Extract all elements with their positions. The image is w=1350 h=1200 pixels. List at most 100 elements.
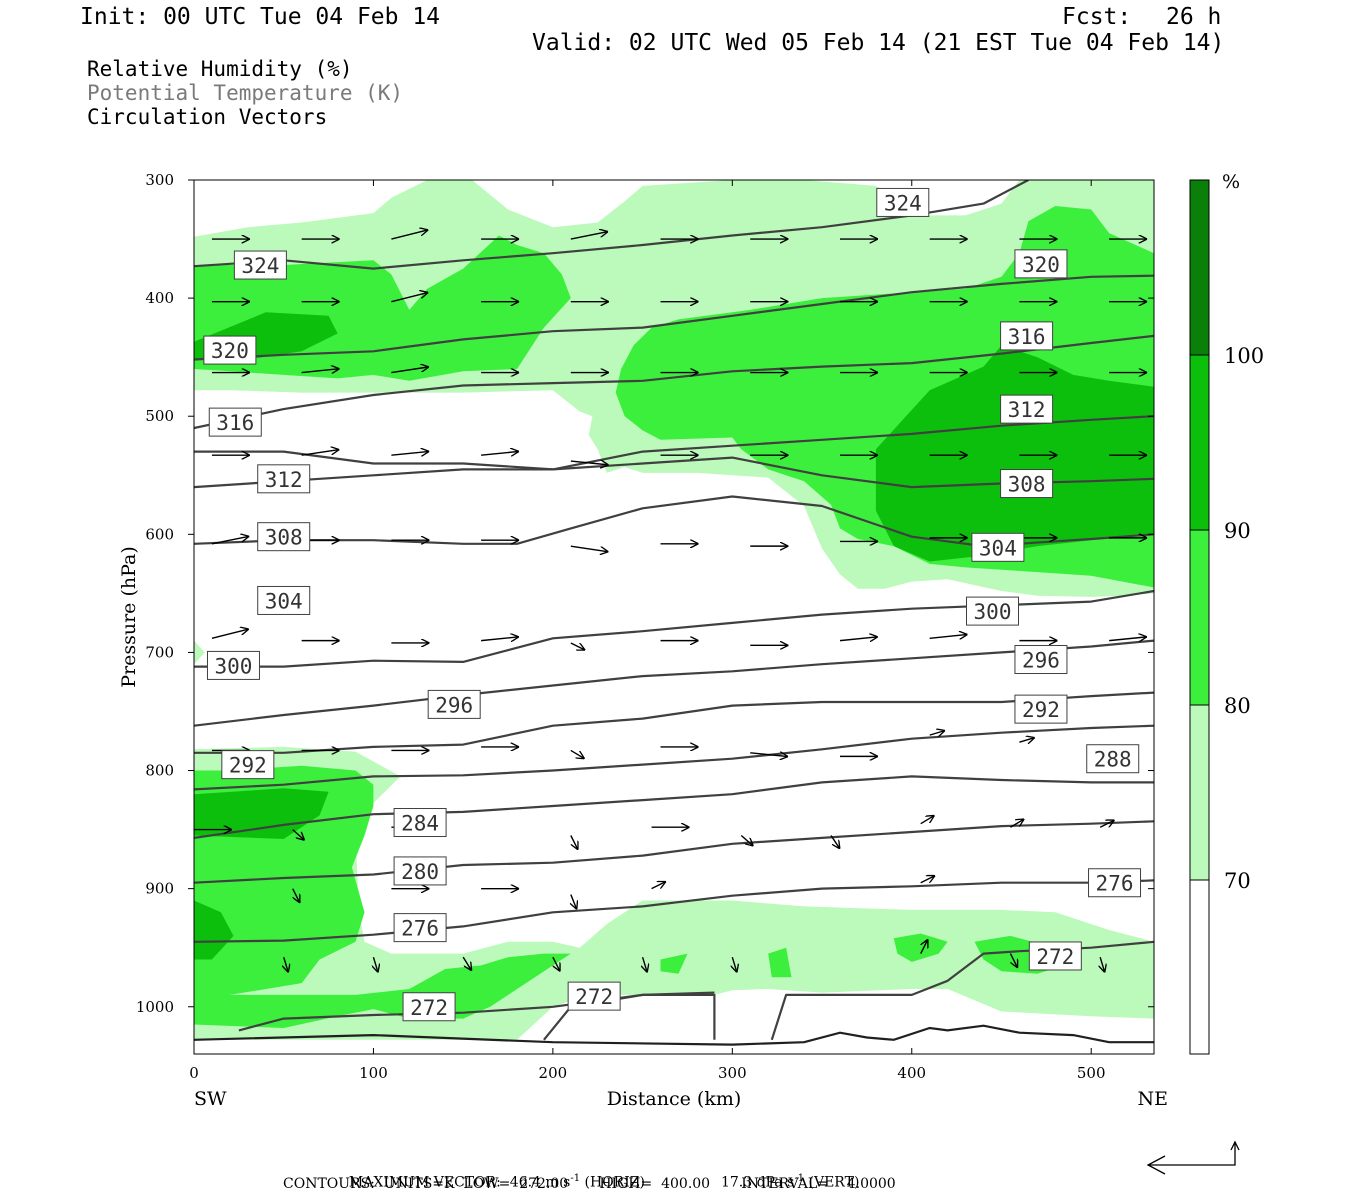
x-left-label: SW <box>194 1088 227 1110</box>
circulation-vector <box>391 367 429 374</box>
forecast-label: Fcst: <box>1062 4 1132 30</box>
circulation-vector <box>750 753 788 757</box>
circulation-vector <box>1099 820 1114 828</box>
colorbar-label: 100 <box>1224 344 1264 368</box>
legend-vector-arrow <box>1146 1140 1240 1175</box>
contour-label: 292 <box>229 754 267 778</box>
contour-label: 324 <box>241 254 279 278</box>
contour-label-box <box>233 250 287 280</box>
contour-label-box <box>393 913 447 943</box>
x-tick-label: 0 <box>189 1064 199 1082</box>
exponent: -1 <box>794 1173 805 1184</box>
circulation-vector <box>211 536 249 545</box>
circulation-vector <box>651 881 666 890</box>
x-tick-label: 200 <box>539 1064 568 1082</box>
rh-region-70 <box>194 640 205 665</box>
circulation-vector <box>929 634 968 638</box>
contour-label-box <box>402 992 456 1022</box>
theta-contour-324 <box>194 180 1029 270</box>
x-tick-label: 500 <box>1077 1064 1106 1082</box>
contour-label-box <box>971 532 1025 562</box>
relative-humidity-fill <box>194 180 1154 1040</box>
axes: 300 400 500 600 700 800 900 1000 0 100 200 300 400 50… <box>118 171 1168 1110</box>
colorbar-label: 80 <box>1224 694 1251 718</box>
contour-label-box <box>427 689 481 719</box>
y-tick-label: 700 <box>145 643 174 661</box>
circulation-vector <box>830 835 840 849</box>
field-potential-temperature: Potential Temperature (K) <box>87 81 404 105</box>
y-tick-label: 900 <box>145 880 174 898</box>
circulation-vector <box>481 637 519 641</box>
contour-label-box <box>257 464 311 494</box>
theta-contour-296 <box>194 639 1154 727</box>
circulation-vector <box>391 292 428 303</box>
colorbar-segment <box>1190 355 1209 530</box>
contour-label: 320 <box>211 339 249 363</box>
contour-label: 276 <box>401 917 439 941</box>
colorbar-segment <box>1190 180 1209 355</box>
circulation-vector <box>571 894 577 910</box>
contour-label-box <box>257 585 311 615</box>
x-tick-label: 400 <box>897 1064 926 1082</box>
contour-label-box <box>221 750 275 780</box>
circulation-vector <box>211 629 249 639</box>
colorbar-label: 90 <box>1224 519 1251 543</box>
contour-label: 308 <box>265 526 303 550</box>
contour-label-box <box>966 596 1020 626</box>
circulation-vector <box>292 829 305 841</box>
theta-contour-312 <box>194 415 1154 471</box>
max-vector-vert-tag: (VERT) <box>808 1174 860 1191</box>
circulation-vector <box>284 956 289 972</box>
circulation-vector <box>570 642 585 650</box>
contour-label-box <box>1086 744 1140 774</box>
rh-region-70 <box>194 746 1154 1040</box>
theta-contour-276 <box>194 879 1154 943</box>
contour-label: 272 <box>1036 945 1074 969</box>
colorbar-segment <box>1190 880 1209 1054</box>
circulation-vector <box>301 369 340 373</box>
max-vector-note: MAXIMUM VECTOR: 46.4 m s-1 (HORIZ) 17.3 d… <box>340 1157 860 1191</box>
x-tick-label: 300 <box>718 1064 747 1082</box>
contour-label: 316 <box>216 411 254 435</box>
contour-label: 312 <box>1008 398 1046 422</box>
y-tick-label: 400 <box>145 289 174 307</box>
circulation-vector <box>920 939 928 954</box>
rh-region-90 <box>194 900 234 960</box>
contour-label: 316 <box>1008 325 1046 349</box>
contour-label: 292 <box>1022 698 1060 722</box>
rh-region-80 <box>768 947 792 978</box>
contour-label-box <box>876 187 930 217</box>
contour-label-box <box>257 522 311 552</box>
colorbar-unit: % <box>1222 171 1240 193</box>
contour-label: 288 <box>1094 748 1132 772</box>
theta-contour-284 <box>194 775 1154 839</box>
theta-contour-272 <box>543 993 716 1041</box>
contour-label-box <box>1028 941 1082 971</box>
circulation-vector <box>732 956 737 972</box>
contour-label: 296 <box>1022 649 1060 673</box>
circulation-vector <box>643 956 648 972</box>
circulation-vector <box>1100 956 1105 972</box>
colorbar: 70 80 90 100% <box>1189 171 1264 1055</box>
rh-region-80 <box>194 953 571 1028</box>
theta-contour-292 <box>194 691 1154 754</box>
y-tick-label: 500 <box>145 407 174 425</box>
colorbar-segment <box>1190 705 1209 880</box>
surface-line <box>194 1024 1154 1046</box>
contour-label: 312 <box>265 468 303 492</box>
contour-label: 300 <box>974 600 1012 624</box>
x-axis-label: Distance (km) <box>607 1088 742 1110</box>
circulation-vector <box>1009 953 1017 968</box>
rh-region-80 <box>660 953 688 974</box>
contour-label: 272 <box>575 985 613 1009</box>
circulation-vector <box>391 230 428 240</box>
circulation-vector <box>570 545 609 552</box>
circulation-vector <box>570 461 609 465</box>
circulation-vector <box>373 956 378 972</box>
contour-info: CONTOURS: UNITS=K LOW= 272.00 HIGH= 400.… <box>283 1176 896 1192</box>
contour-label: 320 <box>1022 253 1060 277</box>
y-tick-label: 800 <box>145 762 174 780</box>
contour-label: 284 <box>401 812 439 836</box>
contour-label: 276 <box>1096 872 1134 896</box>
contour-label-box <box>1088 868 1142 898</box>
